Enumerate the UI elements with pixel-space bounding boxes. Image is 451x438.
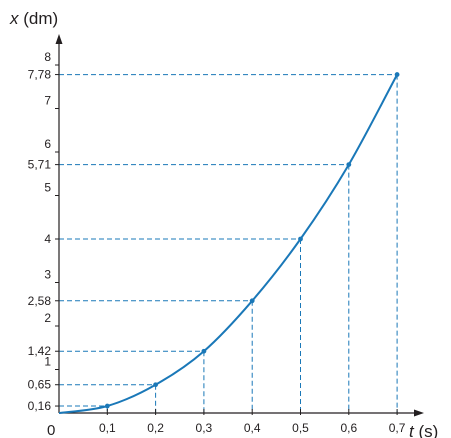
data-point [201,348,207,354]
data-point [394,72,400,77]
x-axis-unit: (s) [414,422,439,438]
y-axis-title: x (dm) [9,9,58,28]
y-value-label: 0,65 [28,378,52,392]
x-tick-label: 0,1 [99,421,116,435]
y-tick-label: 2 [44,311,51,325]
y-axis-arrow [55,34,63,44]
x-tick-label: 0,6 [340,421,357,435]
y-tick-label: 1 [44,355,51,369]
x-tick-label: 0,2 [147,421,164,435]
labels: 0,1 0,2 0,3 0,4 0,5 0,6 0,7 1 2 3 4 5 6 7 8 0,16 0,65 1,4… [9,9,438,438]
y-value-label: 5,71 [28,158,52,172]
x-tick-label: 0,5 [292,421,309,435]
x-axis-variable: t [409,422,415,438]
x-tick-label: 0,3 [196,421,213,435]
x-axis-title: t (s) [409,422,438,438]
data-point [298,236,303,242]
y-tick-label: 6 [44,137,51,151]
y-tick-label: 8 [44,50,51,64]
y-axis-unit: (dm) [19,9,59,28]
data-point [249,298,255,304]
x-axis-arrow [414,409,424,417]
x-tick-label: 0,7 [389,421,406,435]
y-tick-label: 4 [44,232,51,246]
series-line [58,74,398,414]
y-tick-label: 7 [44,94,51,108]
y-value-label: 7,78 [28,68,52,82]
y-value-label: 2,58 [28,294,52,308]
y-tick-label: 5 [44,181,51,195]
x-tick-label: 0,4 [244,421,261,435]
axes [55,34,424,417]
data-point [104,403,110,409]
y-tick-label: 3 [44,268,51,282]
guide-lines [59,74,398,413]
origin-label: 0 [47,422,55,438]
data-point [153,382,159,388]
y-axis-variable: x [9,9,19,28]
data-point [346,162,352,168]
curve-layer [58,72,400,414]
y-value-label: 1,42 [28,344,52,358]
y-value-label: 0,16 [28,399,52,413]
